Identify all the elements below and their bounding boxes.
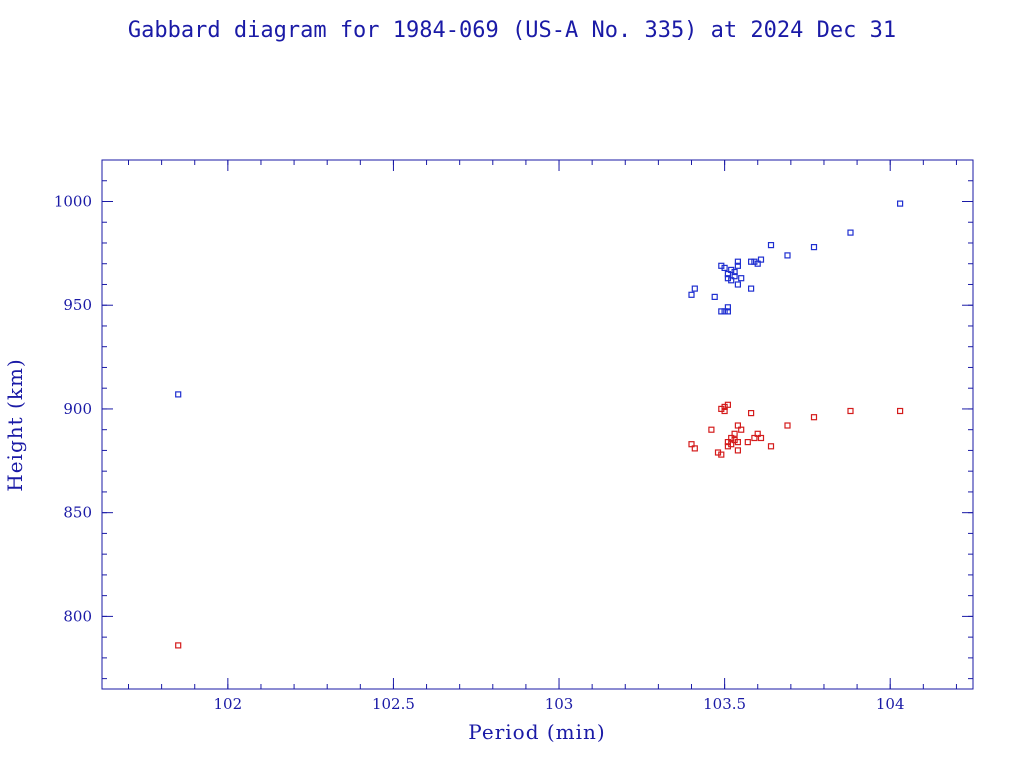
perigee-point <box>708 426 715 433</box>
apogee-point <box>734 281 742 288</box>
perigee-point <box>810 414 818 421</box>
axis-ticks <box>102 159 973 689</box>
apogee-point <box>784 252 791 259</box>
data-points <box>175 200 904 649</box>
apogee-point <box>718 308 725 315</box>
apogee-point <box>691 285 698 292</box>
apogee-point <box>724 308 732 315</box>
perigee-point <box>718 451 725 458</box>
apogee-point <box>731 268 738 276</box>
apogee-point <box>847 229 854 236</box>
y-tick-label: 1000 <box>54 192 92 210</box>
perigee-point <box>896 407 904 415</box>
apogee-point <box>731 273 738 280</box>
perigee-point <box>175 642 182 649</box>
perigee-point <box>734 447 742 454</box>
perigee-point <box>721 407 728 415</box>
y-tick-label: 800 <box>63 607 92 625</box>
perigee-point <box>724 401 732 408</box>
perigee-point <box>747 410 755 417</box>
y-axis-label: Height (km) <box>3 358 27 491</box>
apogee-point <box>767 242 775 249</box>
perigee-point <box>738 426 745 433</box>
chart-title: Gabbard diagram for 1984-069 (US-A No. 3… <box>128 18 896 43</box>
perigee-point <box>767 443 775 450</box>
apogee-point <box>724 271 732 278</box>
perigee-point <box>734 422 742 429</box>
x-tick-label: 102.5 <box>372 695 415 713</box>
perigee-point <box>731 430 738 437</box>
apogee-point <box>688 291 695 298</box>
perigee-point <box>847 407 854 415</box>
x-tick-label: 104 <box>876 695 905 713</box>
x-axis-label: Period (min) <box>468 720 605 744</box>
apogee-point <box>724 304 732 311</box>
perigee-point <box>728 441 735 448</box>
x-tick-label: 102 <box>214 695 243 713</box>
perigee-point <box>734 439 742 446</box>
apogee-point <box>896 200 904 207</box>
y-tick-label: 850 <box>63 504 92 522</box>
x-tick-label: 103 <box>545 695 574 713</box>
perigee-point <box>688 441 695 448</box>
perigee-point <box>691 445 698 452</box>
apogee-point <box>711 293 718 300</box>
perigee-point <box>754 430 761 437</box>
apogee-point <box>721 308 728 315</box>
apogee-point <box>747 258 755 265</box>
apogee-point <box>754 260 761 267</box>
apogee-point <box>721 264 728 271</box>
axis-tick-labels: 102 102.5 103 103.5 104 800 850 900 950 1000 <box>54 192 905 713</box>
plot-frame <box>101 159 974 690</box>
apogee-point <box>734 258 742 265</box>
perigee-point <box>751 434 758 442</box>
y-tick-label: 900 <box>63 400 92 418</box>
perigee-point <box>784 422 791 429</box>
x-tick-label: 103.5 <box>703 695 746 713</box>
apogee-point <box>757 256 765 263</box>
perigee-point <box>757 434 765 442</box>
apogee-point <box>810 244 818 251</box>
apogee-point <box>734 262 742 269</box>
perigee-point <box>744 439 751 446</box>
apogee-point <box>728 277 735 284</box>
apogee-point <box>738 275 745 282</box>
y-tick-label: 950 <box>63 296 92 314</box>
apogee-point <box>747 285 755 292</box>
apogee-point <box>175 391 182 398</box>
